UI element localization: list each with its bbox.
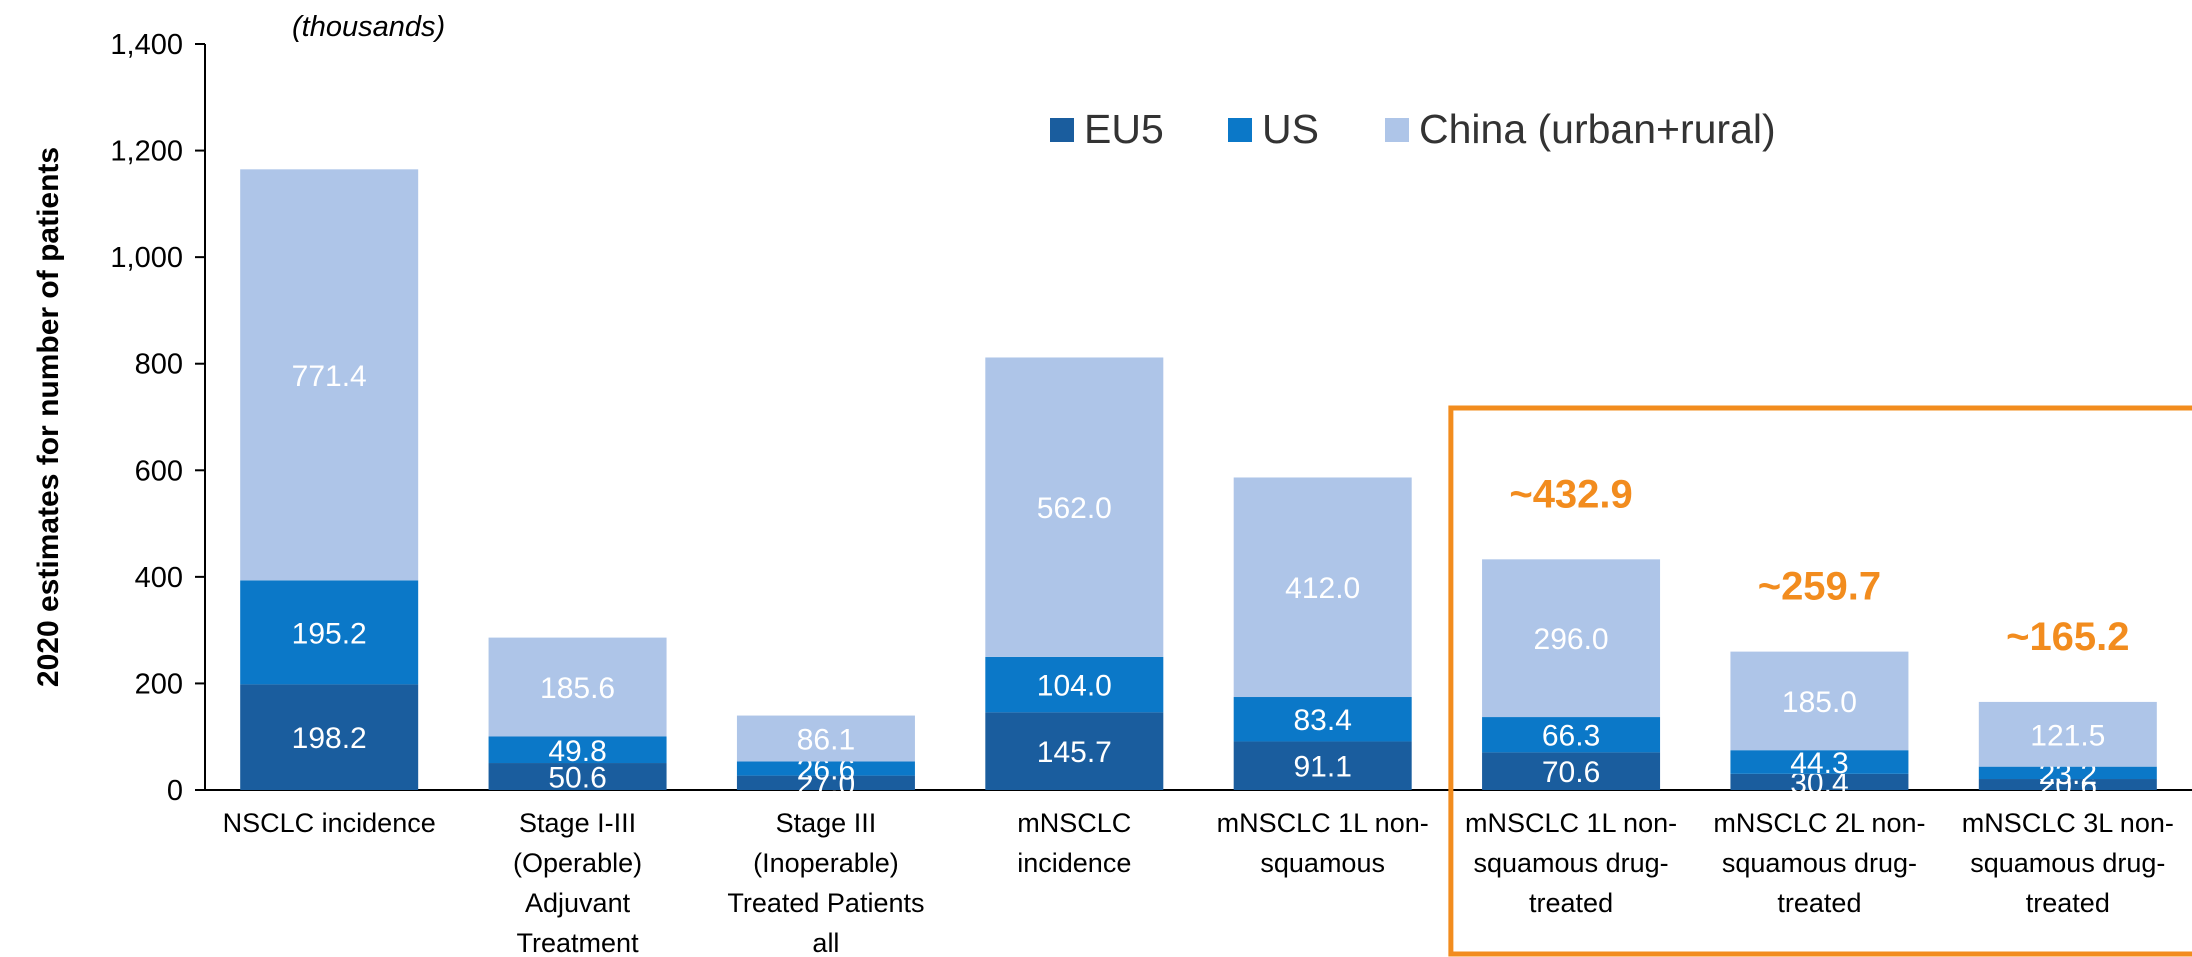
bar-segment-us bbox=[1233, 697, 1412, 742]
data-label: 44.3 bbox=[1790, 747, 1848, 780]
y-axis-title: 2020 estimates for number of patients bbox=[32, 147, 65, 687]
data-label: 296.0 bbox=[1534, 623, 1609, 656]
bar-segment-us bbox=[985, 656, 1164, 713]
y-tick-label: 200 bbox=[135, 668, 183, 700]
x-tick-label: (Operable) bbox=[513, 848, 642, 878]
x-tick-label: mNSCLC bbox=[1017, 808, 1131, 838]
bar-segment-eu5 bbox=[736, 775, 915, 790]
bar-segment-china bbox=[1730, 651, 1909, 751]
x-tick-label: mNSCLC 1L non- bbox=[1217, 808, 1429, 838]
bar-segment-us bbox=[1730, 750, 1909, 774]
y-tick-label: 0 bbox=[167, 775, 183, 807]
bar-segment-china bbox=[240, 169, 419, 581]
y-tick-label: 1,400 bbox=[110, 29, 183, 61]
x-tick-label: mNSCLC 1L non- bbox=[1465, 808, 1677, 838]
total-annotation: ~259.7 bbox=[1758, 565, 1881, 609]
y-tick-label: 800 bbox=[135, 349, 183, 381]
data-label: 86.1 bbox=[797, 723, 855, 756]
bar-segment-eu5 bbox=[1978, 779, 2157, 790]
bar-segment-eu5 bbox=[488, 763, 667, 790]
total-annotation: ~165.2 bbox=[2006, 615, 2129, 659]
legend-label: EU5 bbox=[1084, 106, 1164, 152]
legend-swatch bbox=[1050, 118, 1074, 142]
data-label: 91.1 bbox=[1293, 751, 1351, 784]
data-label: 195.2 bbox=[292, 617, 367, 650]
x-tick-label: squamous drug- bbox=[1474, 848, 1669, 878]
x-tick-label: Stage I-III bbox=[519, 808, 636, 838]
data-label: 121.5 bbox=[2030, 719, 2105, 752]
data-label: 66.3 bbox=[1542, 720, 1600, 753]
x-tick-label: treated bbox=[2026, 888, 2110, 918]
data-label: 145.7 bbox=[1037, 736, 1112, 769]
x-tick-label: Stage III bbox=[776, 808, 877, 838]
data-label: 50.6 bbox=[548, 762, 606, 795]
data-label: 185.6 bbox=[540, 672, 615, 705]
highlight-box bbox=[1448, 405, 2192, 957]
bar-segment-eu5 bbox=[985, 712, 1164, 790]
x-tick-label: all bbox=[812, 928, 839, 957]
legend-label: China (urban+rural) bbox=[1419, 106, 1776, 152]
bar-segment-eu5 bbox=[1730, 773, 1909, 790]
bar-segment-us bbox=[1978, 766, 2157, 780]
legend-label: US bbox=[1262, 106, 1319, 152]
bar-segment-us bbox=[1482, 717, 1661, 753]
x-tick-label: Adjuvant bbox=[525, 888, 631, 918]
bar-segment-eu5 bbox=[240, 684, 419, 790]
data-label: 49.8 bbox=[548, 735, 606, 768]
bar-segment-china bbox=[1482, 559, 1661, 718]
data-label: 562.0 bbox=[1037, 492, 1112, 525]
data-label: 70.6 bbox=[1542, 756, 1600, 789]
x-tick-label: treated bbox=[1777, 888, 1861, 918]
x-tick-label: treated bbox=[1529, 888, 1613, 918]
y-tick-label: 400 bbox=[135, 562, 183, 594]
data-label: 771.4 bbox=[292, 360, 367, 393]
total-annotation: ~432.9 bbox=[1509, 472, 1632, 516]
bar-segment-us bbox=[488, 736, 667, 764]
x-tick-label: (Inoperable) bbox=[753, 848, 899, 878]
bar-segment-china bbox=[1233, 477, 1412, 698]
bar-segment-china bbox=[1978, 701, 2157, 767]
units-note: (thousands) bbox=[292, 11, 445, 43]
x-tick-label: mNSCLC 2L non- bbox=[1713, 808, 1925, 838]
data-label: 104.0 bbox=[1037, 670, 1112, 703]
x-tick-label: incidence bbox=[1017, 848, 1131, 878]
x-tick-label: Treated Patients bbox=[727, 888, 924, 918]
data-label: 198.2 bbox=[292, 722, 367, 755]
legend-swatch bbox=[1385, 118, 1409, 142]
x-tick-label: NSCLC incidence bbox=[223, 808, 436, 838]
bar-segment-china bbox=[736, 715, 915, 762]
x-tick-label: squamous bbox=[1260, 848, 1385, 878]
data-label: 412.0 bbox=[1285, 572, 1360, 605]
x-tick-label: squamous drug- bbox=[1970, 848, 2165, 878]
bar-segment-eu5 bbox=[1233, 741, 1412, 790]
y-tick-label: 600 bbox=[135, 455, 183, 487]
x-tick-label: squamous drug- bbox=[1722, 848, 1917, 878]
data-label: 185.0 bbox=[1782, 686, 1857, 719]
y-tick-label: 1,200 bbox=[110, 136, 183, 168]
x-tick-label: Treatment bbox=[517, 928, 640, 957]
bar-segment-china bbox=[985, 357, 1164, 657]
y-tick-label: 1,000 bbox=[110, 242, 183, 274]
bar-segment-china bbox=[488, 637, 667, 737]
bar-segment-eu5 bbox=[1482, 752, 1661, 790]
x-tick-label: mNSCLC 3L non- bbox=[1962, 808, 2174, 838]
data-label: 83.4 bbox=[1293, 704, 1351, 737]
legend-swatch bbox=[1228, 118, 1252, 142]
bar-segment-us bbox=[736, 761, 915, 776]
bar-segment-us bbox=[240, 580, 419, 685]
